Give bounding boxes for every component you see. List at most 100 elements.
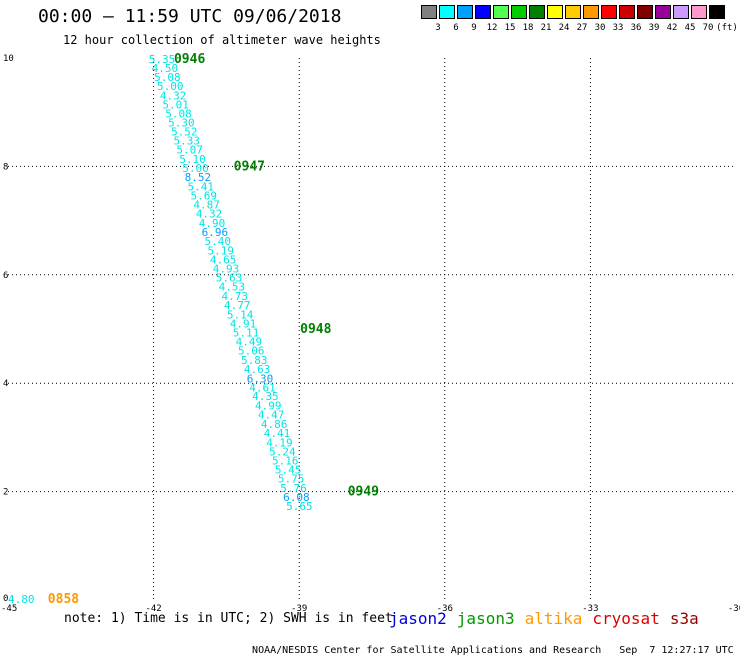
scale-label: 39 <box>648 23 660 33</box>
scale-swatch <box>673 5 689 19</box>
y-tick-label: 10 <box>3 54 14 64</box>
scale-label: 24 <box>558 23 570 33</box>
wave-height-label: 5.69 <box>190 190 217 203</box>
scale-label: 30 <box>594 23 606 33</box>
chart-title: 00:00 – 11:59 UTC 09/06/2018 <box>38 6 342 27</box>
x-tick-label: -42 <box>145 604 161 614</box>
wave-height-label: 5.65 <box>286 500 313 513</box>
scale-label: 27 <box>576 23 588 33</box>
scale-swatch <box>511 5 527 19</box>
wave-height-label: 5.63 <box>216 272 243 285</box>
scale-label: 15 <box>504 23 516 33</box>
scale-label: 21 <box>540 23 552 33</box>
wave-height-label: 5.24 <box>269 445 296 458</box>
wave-height-label: 4.91 <box>230 318 257 331</box>
scale-label: 9 <box>471 23 477 33</box>
wave-height-label: 5.33 <box>173 134 200 147</box>
units-note: note: 1) Time is in UTC; 2) SWH is in fe… <box>64 611 393 626</box>
satellite-altika: altika <box>524 609 583 628</box>
scale-swatch <box>475 5 491 19</box>
time-label: 0949 <box>348 485 379 500</box>
scale-swatch <box>547 5 563 19</box>
scale-swatch <box>529 5 545 19</box>
scale-label: 18 <box>522 23 534 33</box>
time-label: 0858 <box>48 592 79 607</box>
wave-height-label: 5.19 <box>207 244 234 257</box>
wave-height-label: 4.35 <box>252 390 279 403</box>
wave-height-label: 6.08 <box>283 491 310 504</box>
time-label: 0947 <box>234 159 265 174</box>
satellite-legend: jason2 jason3 altika cryosat s3a <box>389 609 709 628</box>
wave-height-label: 5.45 <box>275 463 302 476</box>
generated-timestamp: Sep 7 12:27:17 UTC 2018 <box>619 645 740 656</box>
wave-height-label: 5.00 <box>157 80 184 93</box>
wave-height-label: 5.75 <box>278 473 305 486</box>
wave-height-label: 5.41 <box>188 180 215 193</box>
wave-height-label: 5.35 <box>149 53 176 66</box>
satellite-s3a: s3a <box>669 609 699 628</box>
wave-height-label: 5.14 <box>227 308 254 321</box>
scale-swatch <box>565 5 581 19</box>
scale-label: 42 <box>666 23 678 33</box>
y-tick-label: 6 <box>3 271 8 281</box>
wave-height-label: 5.01 <box>162 99 189 112</box>
wave-height-label: 5.30 <box>168 116 195 129</box>
satellite-cryosat: cryosat <box>592 609 660 628</box>
scale-label: 70 <box>702 23 714 33</box>
wave-height-label: 4.93 <box>213 262 240 275</box>
time-label: 0946 <box>174 52 205 67</box>
y-tick-label: 8 <box>3 162 8 172</box>
scale-label: 3 <box>435 23 441 33</box>
scale-label: 36 <box>630 23 642 33</box>
wave-height-label: 5.76 <box>280 482 307 495</box>
wave-height-label: 4.61 <box>249 382 276 395</box>
credit-text: NOAA/NESDIS Center for Satellite Applica… <box>252 645 602 656</box>
wave-height-label: 5.00 <box>182 162 209 175</box>
wave-height-label: 5.08 <box>154 71 181 84</box>
y-tick-label: 4 <box>3 379 8 389</box>
scale-label: 6 <box>453 23 459 33</box>
wave-height-label: 4.90 <box>199 217 226 230</box>
wave-height-label: 4.49 <box>236 335 263 348</box>
wave-height-label: 5.16 <box>272 455 299 468</box>
wave-height-label: 8.52 <box>185 171 212 184</box>
wave-height-label: 4.41 <box>264 427 291 440</box>
wave-height-label: 5.06 <box>238 345 265 358</box>
wave-height-label: 4.73 <box>222 290 249 303</box>
wave-height-label: 4.99 <box>255 399 282 412</box>
wave-height-label: 4.47 <box>258 409 285 422</box>
footer: NOAA/NESDIS Center for Satellite Applica… <box>240 634 740 656</box>
wave-height-label: 4.80 <box>8 593 35 606</box>
wave-height-label: 5.40 <box>205 235 232 248</box>
scale-swatch <box>655 5 671 19</box>
wave-height-label: 5.08 <box>165 107 192 120</box>
scale-swatch <box>493 5 509 19</box>
scale-swatch <box>421 5 437 19</box>
scale-unit: (ft) <box>716 23 738 33</box>
scale-swatch <box>457 5 473 19</box>
wave-height-label: 4.50 <box>152 62 179 75</box>
scale-swatch <box>637 5 653 19</box>
satellite-jason3: jason3 <box>456 609 515 628</box>
x-tick-label: -30 <box>728 604 740 614</box>
time-label: 0948 <box>300 322 331 337</box>
x-tick-label: -36 <box>437 604 453 614</box>
scale-label: 12 <box>486 23 498 33</box>
scale-swatch <box>583 5 599 19</box>
y-tick-label: 0 <box>3 594 8 604</box>
x-tick-label: -33 <box>582 604 598 614</box>
scale-swatch <box>619 5 635 19</box>
wave-height-label: 4.53 <box>219 281 246 294</box>
wave-height-label: 4.63 <box>244 363 271 376</box>
scale-swatch <box>439 5 455 19</box>
wave-height-label: 6.30 <box>247 372 274 385</box>
wave-height-label: 5.52 <box>171 126 198 139</box>
wave-height-label: 4.32 <box>160 89 187 102</box>
wave-height-label: 4.19 <box>266 436 293 449</box>
wave-height-label: 5.83 <box>241 354 268 367</box>
x-tick-label: -45 <box>1 604 17 614</box>
wave-height-label: 4.32 <box>196 208 223 221</box>
wave-height-label: 6.96 <box>202 226 229 239</box>
scale-label: 33 <box>612 23 624 33</box>
